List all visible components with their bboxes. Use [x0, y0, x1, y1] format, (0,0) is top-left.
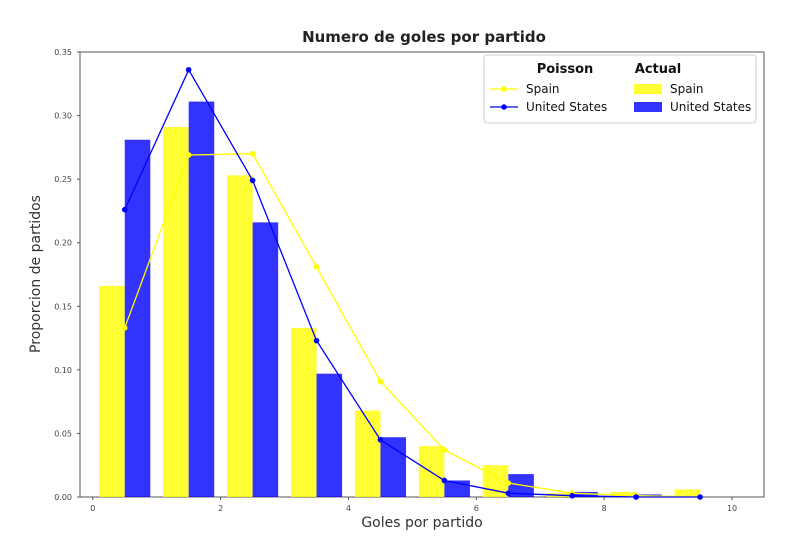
bar-united-states — [572, 491, 598, 497]
x-axis: 0 2 4 6 8 10 — [90, 497, 737, 513]
point-united-states — [249, 177, 256, 184]
point-spain — [377, 378, 384, 385]
bar-spain — [163, 127, 189, 497]
bar-spain — [354, 410, 381, 497]
point-spain — [505, 480, 512, 486]
y-tick-label: 0.25 — [54, 175, 72, 184]
bar-united-states — [316, 373, 343, 497]
bar-united-states — [380, 437, 407, 497]
bar-united-states — [188, 101, 215, 497]
legend-poisson-us-marker — [501, 104, 507, 110]
y-axis: 0.00 0.05 0.10 0.15 0.20 0.25 0.30 0.35 — [54, 48, 80, 502]
point-spain — [441, 447, 448, 453]
lines-layer — [121, 67, 703, 500]
point-spain — [249, 150, 256, 157]
x-tick-label: 4 — [346, 504, 351, 513]
line-spain — [124, 153, 701, 498]
legend-actual-spain-label: Spain — [670, 82, 704, 96]
point-united-states — [313, 337, 320, 344]
bar-united-states — [252, 222, 279, 497]
legend-poisson-spain-marker — [501, 86, 507, 92]
bar-spain — [227, 175, 253, 498]
y-axis-label: Proporcion de partidos — [28, 195, 44, 353]
bar-spain — [418, 446, 445, 497]
point-united-states — [441, 477, 448, 484]
x-tick-label: 6 — [474, 504, 479, 513]
legend: Poisson Actual Spain United States Spain… — [483, 54, 757, 124]
point-united-states — [633, 494, 639, 500]
legend-box — [483, 54, 757, 124]
bar-spain — [99, 285, 125, 497]
legend-actual-title: Actual — [635, 62, 681, 77]
point-united-states — [121, 206, 128, 213]
line-united-states — [124, 68, 701, 498]
point-united-states — [185, 67, 192, 73]
x-tick-label: 2 — [218, 504, 223, 513]
point-united-states — [569, 492, 576, 499]
x-tick-label: 10 — [727, 504, 737, 513]
point-united-states — [377, 436, 384, 443]
point-spain — [121, 325, 128, 331]
y-tick-label: 0.20 — [54, 239, 72, 248]
chart-title: Numero de goles por partido — [302, 28, 546, 46]
bar-spain — [610, 491, 637, 497]
legend-actual-spain-swatch — [634, 84, 662, 94]
y-tick-label: 0.35 — [54, 48, 72, 57]
y-tick-label: 0.00 — [54, 493, 72, 502]
legend-poisson-title: Poisson — [537, 62, 594, 77]
bar-spain — [674, 489, 701, 497]
y-tick-label: 0.10 — [54, 366, 72, 375]
x-tick-label: 8 — [602, 504, 607, 513]
bar-spain — [290, 327, 317, 497]
legend-poisson-spain-label: Spain — [526, 82, 560, 96]
point-united-states — [505, 490, 512, 496]
y-tick-label: 0.30 — [54, 112, 72, 121]
legend-actual-us-label: United States — [670, 100, 751, 114]
point-spain — [313, 264, 320, 270]
bars-layer — [99, 101, 701, 498]
y-tick-label: 0.05 — [54, 429, 72, 438]
point-spain — [185, 152, 192, 158]
y-tick-label: 0.15 — [54, 302, 72, 311]
legend-poisson-us-label: United States — [526, 100, 607, 114]
x-tick-label: 0 — [90, 504, 95, 513]
legend-actual-us-swatch — [634, 102, 662, 112]
point-united-states — [697, 494, 703, 500]
x-axis-label: Goles por partido — [361, 515, 482, 531]
